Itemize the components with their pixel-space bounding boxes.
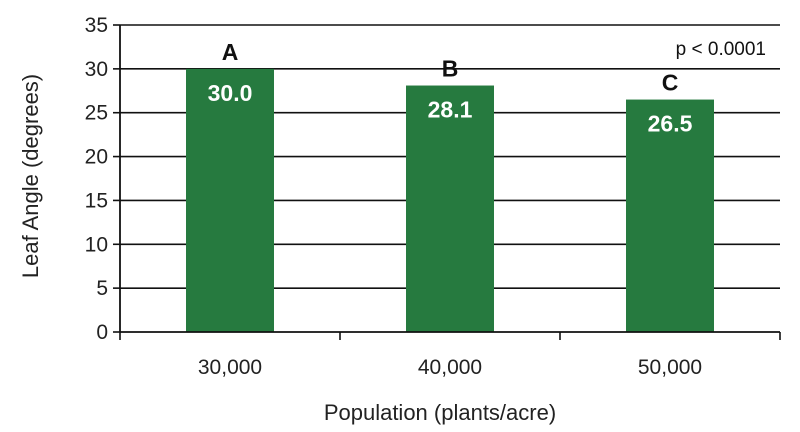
significance-letter-3: C <box>662 70 679 96</box>
y-tick-label-20: 20 <box>85 146 108 169</box>
y-tick-label-5: 5 <box>96 277 108 300</box>
bar-1 <box>186 68 274 332</box>
y-axis-title: Leaf Angle (degrees) <box>18 74 43 278</box>
y-tick-label-35: 35 <box>85 14 108 37</box>
data-labels: 30.0 A 28.1 B 26.5 C <box>208 39 693 137</box>
y-tick-label-15: 15 <box>85 189 108 212</box>
y-tick-label-30: 30 <box>85 58 108 81</box>
significance-letter-1: A <box>222 39 239 65</box>
y-tick-labels: 0 5 10 15 20 25 30 35 <box>85 14 108 344</box>
bar-value-label-3: 26.5 <box>648 111 693 137</box>
x-axis-title: Population (plants/acre) <box>324 400 556 425</box>
x-tick-label-1: 30,000 <box>198 356 262 379</box>
bar-3 <box>626 99 714 332</box>
significance-letter-2: B <box>442 56 459 82</box>
y-tick-label-10: 10 <box>85 233 108 256</box>
x-tick-label-2: 40,000 <box>418 356 482 379</box>
y-tick-label-0: 0 <box>96 321 108 344</box>
bars <box>186 68 714 332</box>
bar-value-label-2: 28.1 <box>428 97 473 123</box>
x-tick-labels: 30,000 40,000 50,000 <box>198 356 702 379</box>
x-tick-label-3: 50,000 <box>638 356 702 379</box>
y-tick-label-25: 25 <box>85 102 108 125</box>
annotation-p-value: p < 0.0001 <box>676 39 766 60</box>
bar-value-label-1: 30.0 <box>208 80 253 106</box>
axes <box>113 24 781 340</box>
bar-2 <box>406 85 494 332</box>
